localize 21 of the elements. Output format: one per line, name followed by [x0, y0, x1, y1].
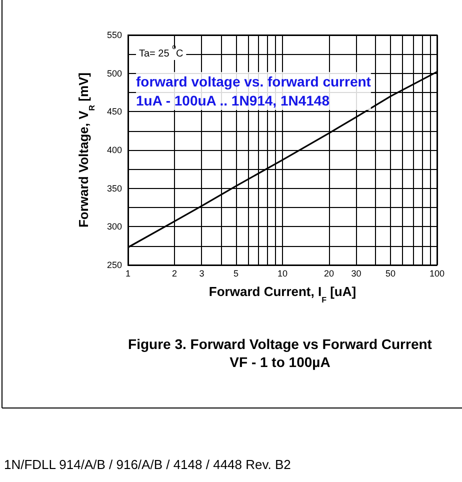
text: VF - 1 to 100µA [230, 354, 330, 370]
x-tick-label: 10 [277, 268, 288, 278]
x-tick-label: 5 [233, 268, 238, 278]
y-tick-label: 450 [106, 106, 122, 117]
x-tick-label: 3 [199, 268, 204, 278]
y-axis-title: Forward Voltage, VR [mV] [76, 72, 97, 228]
y-tick-label: 350 [106, 183, 122, 194]
x-tick-label: 2 [172, 268, 178, 278]
text: 1N/FDLL 914/A/B / 916/A/B / 4148 / 4448 Rev. B2 [4, 457, 291, 472]
x-tick-label: 20 [324, 268, 334, 278]
x-tick-label: 30 [351, 268, 362, 278]
x-tick-label: 1 [125, 268, 131, 278]
y-tick-label: 300 [106, 222, 122, 232]
text: Figure 3. Forward Voltage vs Forward Current [128, 336, 432, 352]
y-tick-label: 250 [106, 260, 122, 270]
y-tick-label: 400 [106, 145, 122, 155]
x-tick-label: 100 [429, 268, 445, 278]
y-tick-label: 500 [106, 68, 122, 78]
y-tick-label: 550 [106, 30, 122, 40]
x-tick-label: 50 [385, 268, 396, 278]
annotation: forward voltage vs. forward current 1uA - 100uA .. 1N914, 1N4148 [136, 74, 372, 108]
